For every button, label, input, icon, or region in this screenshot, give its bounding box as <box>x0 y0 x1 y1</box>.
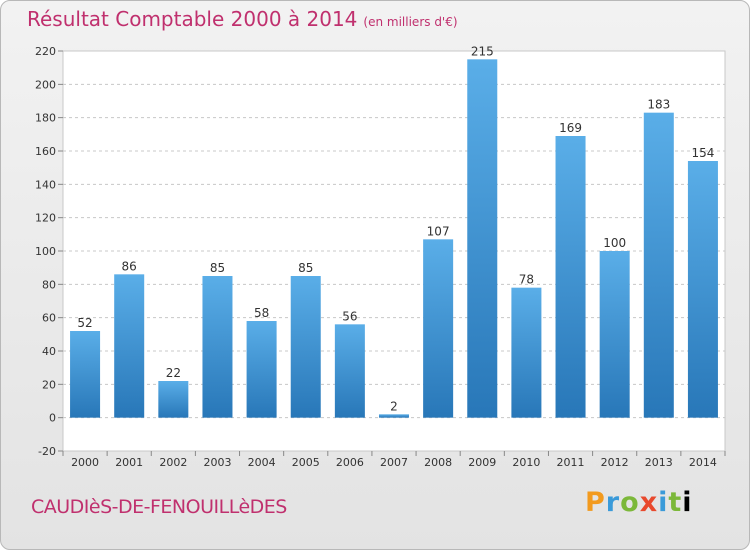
y-tick-label: 0 <box>49 412 56 425</box>
bar <box>378 414 410 418</box>
x-tick-label: 2014 <box>689 456 717 469</box>
bar <box>290 276 321 418</box>
bar-value-label: 107 <box>427 224 450 238</box>
bar <box>467 59 498 418</box>
chart-subtitle: (en milliers d'€) <box>363 15 458 29</box>
bar-value-label: 154 <box>691 146 714 160</box>
commune-name: CAUDIèS-DE-FENOUILLèDES <box>31 496 287 518</box>
bar-value-label: 78 <box>519 273 534 287</box>
bars: 52 86 22 85 58 85 56 2 107 215 78 169 100 183 154 <box>70 44 718 418</box>
x-tick-label: 2000 <box>71 456 99 469</box>
y-tick-label: -20 <box>38 445 56 458</box>
x-tick-label: 2012 <box>601 456 629 469</box>
y-tick-label: 220 <box>35 45 56 58</box>
y-tick-label: 140 <box>35 178 56 191</box>
bar <box>158 381 189 418</box>
chart-title: Résultat Comptable 2000 à 2014 (en millie… <box>27 7 458 31</box>
logo-letter: r <box>605 487 621 518</box>
x-tick-label: 2010 <box>512 456 540 469</box>
bar-value-label: 86 <box>122 259 137 273</box>
x-tick-label: 2006 <box>336 456 364 469</box>
bar-value-label: 215 <box>471 44 494 58</box>
bar <box>202 276 233 418</box>
bar <box>114 274 145 418</box>
bar <box>555 136 586 418</box>
logo-letter: P <box>585 487 606 518</box>
logo-letter: o <box>620 487 640 518</box>
logo-letter: x <box>639 487 659 518</box>
y-tick-label: 80 <box>42 278 56 291</box>
logo-letter: i <box>658 487 669 518</box>
x-tick-label: 2002 <box>159 456 187 469</box>
bar-value-label: 100 <box>603 236 626 250</box>
x-tick-label: 2005 <box>292 456 320 469</box>
bar <box>246 321 277 418</box>
x-tick-label: 2011 <box>557 456 585 469</box>
bar-value-label: 2 <box>390 399 398 413</box>
bar-value-label: 183 <box>647 98 670 112</box>
y-tick-label: 120 <box>35 212 56 225</box>
y-axis-ticks: -20 0 20 40 60 80 100 120 140 160 180 200 220 <box>35 45 63 458</box>
bar <box>334 324 365 418</box>
y-tick-label: 20 <box>42 378 56 391</box>
y-tick-label: 180 <box>35 112 56 125</box>
x-axis-ticks: 2000 2001 2002 2003 2004 2005 2006 2007 2008 2009… <box>62 451 726 469</box>
bar-value-label: 56 <box>342 309 357 323</box>
x-tick-label: 2013 <box>645 456 673 469</box>
y-tick-label: 60 <box>42 312 56 325</box>
y-tick-label: 100 <box>35 245 56 258</box>
chart-title-text: Résultat Comptable 2000 à 2014 <box>27 7 358 31</box>
logo-letter: t <box>668 487 683 518</box>
x-tick-label: 2007 <box>380 456 408 469</box>
x-tick-label: 2001 <box>115 456 143 469</box>
bar-value-label: 85 <box>298 261 313 275</box>
bar <box>70 331 101 418</box>
bar-value-label: 22 <box>166 366 181 380</box>
bar <box>511 287 542 418</box>
proxiti-logo: Proxiti <box>585 487 693 518</box>
bar <box>687 161 718 418</box>
bar-value-label: 52 <box>77 316 92 330</box>
bar <box>643 112 674 418</box>
y-tick-label: 200 <box>35 78 56 91</box>
x-tick-label: 2003 <box>203 456 231 469</box>
y-tick-label: 160 <box>35 145 56 158</box>
logo-letter: i <box>682 487 693 518</box>
bar <box>423 239 454 418</box>
bar-value-label: 58 <box>254 306 269 320</box>
x-tick-label: 2008 <box>424 456 452 469</box>
bar <box>599 251 630 418</box>
x-tick-label: 2004 <box>248 456 276 469</box>
bar-value-label: 169 <box>559 121 582 135</box>
x-tick-label: 2009 <box>468 456 496 469</box>
y-tick-label: 40 <box>42 345 56 358</box>
bar-value-label: 85 <box>210 261 225 275</box>
